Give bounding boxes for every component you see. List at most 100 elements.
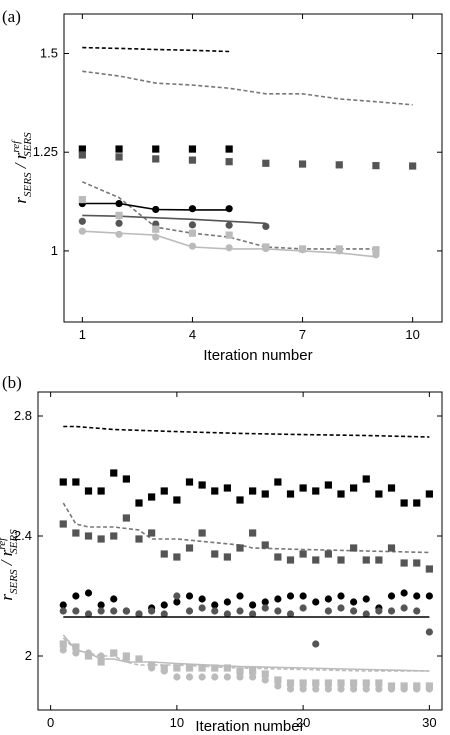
- square-point: [78, 151, 86, 159]
- square-point: [236, 667, 244, 675]
- ylabel-sep: /: [11, 159, 30, 172]
- panel-a-marks: [78, 46, 417, 259]
- circle-point: [337, 604, 345, 612]
- series-line: [62, 637, 430, 672]
- square-point: [299, 679, 307, 687]
- circle-point: [211, 673, 219, 681]
- series-4: [81, 181, 376, 250]
- circle-point: [400, 589, 408, 597]
- panel-b-ylabel: rSERS / rrefSERS: [0, 529, 20, 601]
- svg-text:rSERS / rrefSERS: rSERS / rrefSERS: [0, 529, 20, 601]
- y-tick-label: 1.25: [33, 144, 58, 159]
- square-point: [312, 679, 320, 687]
- panel-b: (b) Iteration number rSERS / rrefSERS 01…: [0, 373, 443, 735]
- series-3: [59, 514, 433, 573]
- ylabel-sub: SERS: [8, 569, 20, 594]
- square-point: [97, 535, 105, 543]
- square-point: [286, 556, 295, 564]
- circle-point: [413, 592, 421, 600]
- circle-point: [185, 673, 194, 681]
- ylabel-ref-sup: ref: [10, 139, 22, 153]
- square-point: [324, 679, 332, 687]
- square-point: [59, 478, 67, 486]
- circle-point: [286, 610, 295, 618]
- circle-point: [173, 598, 181, 606]
- circle-point: [236, 673, 244, 681]
- circle-point: [188, 205, 197, 213]
- circle-point: [249, 610, 257, 618]
- circle-point: [84, 649, 93, 657]
- circle-point: [261, 598, 269, 606]
- square-point: [261, 541, 269, 549]
- square-point: [225, 231, 233, 239]
- circle-point: [211, 607, 219, 615]
- y-tick-label: 2.4: [14, 528, 32, 543]
- series-11: [78, 227, 380, 259]
- ylabel-sub: SERS: [22, 172, 34, 197]
- square-point: [425, 490, 433, 498]
- square-point: [160, 487, 168, 495]
- circle-point: [350, 607, 358, 615]
- circle-point: [337, 685, 345, 693]
- circle-point: [286, 592, 295, 600]
- square-point: [122, 514, 130, 522]
- square-point: [72, 643, 80, 651]
- x-tick-label: 20: [296, 715, 310, 730]
- circle-point: [110, 607, 118, 615]
- circle-point: [362, 685, 370, 693]
- circle-point: [115, 219, 123, 227]
- ylabel-ref-sub: SERS: [8, 529, 20, 554]
- square-point: [274, 478, 282, 486]
- circle-point: [375, 685, 383, 693]
- circle-point: [261, 604, 269, 612]
- square-point: [236, 544, 244, 552]
- square-point: [97, 487, 105, 495]
- square-point: [211, 664, 219, 672]
- square-point: [188, 156, 197, 164]
- circle-point: [425, 685, 433, 693]
- square-point: [274, 553, 282, 561]
- y-tick-label: 1: [51, 243, 58, 258]
- series-2: [62, 502, 430, 554]
- series-3: [78, 151, 417, 170]
- square-point: [97, 658, 105, 666]
- square-point: [413, 559, 421, 567]
- panel-a-ylabel: rSERS / rrefSERS: [10, 132, 34, 204]
- svg-text:rSERS / rrefSERS: rSERS / rrefSERS: [10, 132, 34, 204]
- square-point: [335, 161, 343, 169]
- circle-point: [78, 217, 86, 225]
- square-point: [188, 145, 197, 153]
- circle-point: [299, 604, 307, 612]
- square-point: [59, 640, 67, 648]
- x-tick-label: 1: [79, 327, 86, 342]
- circle-point: [211, 601, 219, 609]
- circle-point: [78, 227, 86, 235]
- square-point: [78, 195, 86, 204]
- circle-point: [312, 640, 320, 648]
- series-line: [82, 46, 230, 53]
- square-point: [372, 162, 380, 170]
- circle-point: [387, 685, 396, 693]
- square-point: [261, 670, 269, 678]
- square-point: [337, 490, 345, 498]
- square-point: [375, 679, 383, 687]
- circle-point: [274, 607, 282, 615]
- square-point: [173, 496, 181, 504]
- square-point: [324, 550, 332, 558]
- square-point: [115, 145, 123, 153]
- circle-point: [261, 676, 269, 684]
- circle-point: [400, 685, 408, 693]
- square-point: [337, 556, 345, 564]
- circle-point: [425, 628, 433, 636]
- square-point: [160, 550, 168, 558]
- square-point: [249, 667, 257, 675]
- circle-point: [198, 595, 206, 603]
- circle-point: [173, 592, 181, 600]
- ylabel-sep: /: [0, 556, 16, 569]
- circle-point: [160, 601, 168, 609]
- circle-point: [188, 221, 197, 229]
- ylabel-ref-r: r: [11, 152, 30, 159]
- square-point: [387, 544, 396, 552]
- square-point: [59, 520, 67, 528]
